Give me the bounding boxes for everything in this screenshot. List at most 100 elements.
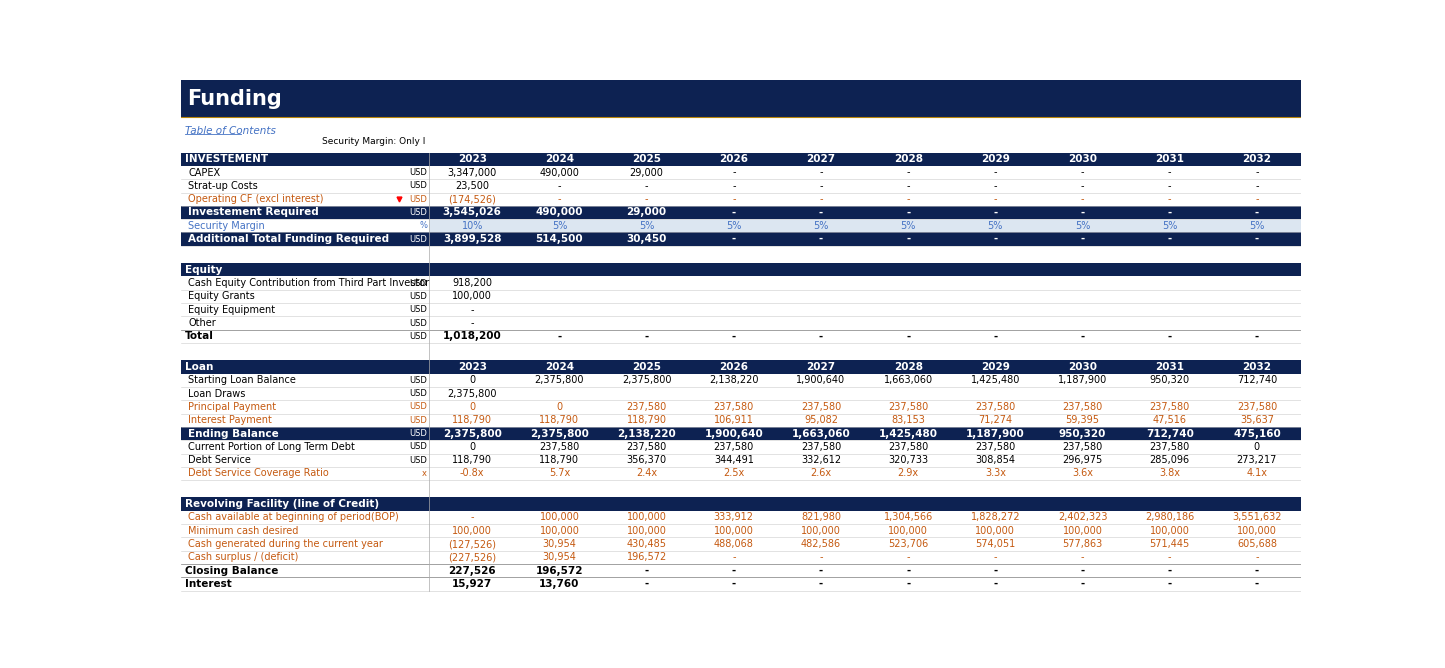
Text: -: - xyxy=(819,579,824,589)
Text: 118,790: 118,790 xyxy=(452,415,493,426)
Text: 308,854: 308,854 xyxy=(975,455,1016,465)
Text: -: - xyxy=(1081,331,1085,341)
Text: Security Margin: Only I: Security Margin: Only I xyxy=(322,137,425,146)
Text: 95,082: 95,082 xyxy=(803,415,838,426)
Text: 2,138,220: 2,138,220 xyxy=(617,429,676,438)
Text: 2024: 2024 xyxy=(545,154,574,164)
Text: -: - xyxy=(731,566,736,576)
Text: -: - xyxy=(1168,331,1172,341)
Text: 0: 0 xyxy=(1254,442,1260,452)
Text: 918,200: 918,200 xyxy=(452,278,493,288)
Text: 488,068: 488,068 xyxy=(714,539,754,549)
Text: Ending Balance: Ending Balance xyxy=(188,429,279,438)
Text: 196,572: 196,572 xyxy=(627,552,666,562)
Text: 237,580: 237,580 xyxy=(1062,402,1103,412)
Text: USD: USD xyxy=(409,168,428,177)
Text: 344,491: 344,491 xyxy=(714,455,754,465)
Text: 1,900,640: 1,900,640 xyxy=(796,375,845,385)
Text: 571,445: 571,445 xyxy=(1150,539,1189,549)
Text: 2,375,800: 2,375,800 xyxy=(442,429,501,438)
Text: (127,526): (127,526) xyxy=(448,539,496,549)
Text: -: - xyxy=(1256,168,1259,178)
Text: 100,000: 100,000 xyxy=(1062,526,1103,536)
Text: 523,706: 523,706 xyxy=(889,539,928,549)
Text: 2027: 2027 xyxy=(806,362,835,372)
Text: -: - xyxy=(994,552,997,562)
Text: 2,375,800: 2,375,800 xyxy=(621,375,672,385)
Text: -: - xyxy=(819,234,824,244)
Text: -: - xyxy=(993,331,997,341)
Bar xyxy=(181,373,1300,387)
Text: 2030: 2030 xyxy=(1068,362,1097,372)
Text: 490,000: 490,000 xyxy=(536,208,584,218)
Text: 13,760: 13,760 xyxy=(539,579,579,589)
Text: 2030: 2030 xyxy=(1068,154,1097,164)
Text: 1,663,060: 1,663,060 xyxy=(883,375,932,385)
Text: Security Margin: Security Margin xyxy=(188,221,264,231)
Text: -: - xyxy=(1081,579,1085,589)
Text: 1,187,900: 1,187,900 xyxy=(965,429,1025,438)
Text: 5%: 5% xyxy=(639,221,655,231)
Text: 2.5x: 2.5x xyxy=(722,468,744,478)
Text: -: - xyxy=(819,566,824,576)
Text: -: - xyxy=(819,181,822,191)
Text: -: - xyxy=(1081,168,1084,178)
Text: Loan Draws: Loan Draws xyxy=(188,389,246,399)
Text: 237,580: 237,580 xyxy=(539,442,579,452)
Text: 950,320: 950,320 xyxy=(1150,375,1189,385)
Text: 2.4x: 2.4x xyxy=(636,468,657,478)
Bar xyxy=(181,192,1300,206)
Text: Investement Required: Investement Required xyxy=(188,208,319,218)
Bar xyxy=(181,524,1300,537)
Text: -: - xyxy=(1254,566,1259,576)
Text: USD: USD xyxy=(409,181,428,190)
Text: 2031: 2031 xyxy=(1155,154,1185,164)
Bar xyxy=(181,360,1300,373)
Text: -: - xyxy=(733,552,736,562)
Text: 296,975: 296,975 xyxy=(1062,455,1103,465)
Text: Strat-up Costs: Strat-up Costs xyxy=(188,181,259,191)
Text: -: - xyxy=(1168,566,1172,576)
Bar xyxy=(181,480,1300,498)
Text: -: - xyxy=(994,194,997,204)
Text: 712,740: 712,740 xyxy=(1146,429,1194,438)
Text: -: - xyxy=(644,331,649,341)
Text: -: - xyxy=(1168,208,1172,218)
Text: -: - xyxy=(558,194,561,204)
Bar xyxy=(429,219,1300,232)
Text: 4.1x: 4.1x xyxy=(1247,468,1267,478)
Text: -: - xyxy=(1168,234,1172,244)
Text: Cash generated during the current year: Cash generated during the current year xyxy=(188,539,383,549)
Text: -: - xyxy=(471,512,474,522)
Text: 118,790: 118,790 xyxy=(539,415,579,426)
Text: -: - xyxy=(733,194,736,204)
Text: 100,000: 100,000 xyxy=(801,526,841,536)
Text: 0: 0 xyxy=(556,402,562,412)
Text: 100,000: 100,000 xyxy=(539,512,579,522)
Text: Debt Service Coverage Ratio: Debt Service Coverage Ratio xyxy=(188,468,329,478)
Text: 2024: 2024 xyxy=(545,362,574,372)
Text: -: - xyxy=(644,566,649,576)
Text: -: - xyxy=(993,234,997,244)
Text: -: - xyxy=(1254,579,1259,589)
Text: 29,000: 29,000 xyxy=(630,168,663,178)
Text: -: - xyxy=(731,579,736,589)
Bar xyxy=(181,317,1300,330)
Text: -: - xyxy=(644,579,649,589)
Text: CAPEX: CAPEX xyxy=(188,168,221,178)
Text: -: - xyxy=(819,208,824,218)
Bar xyxy=(181,413,1300,427)
Text: -: - xyxy=(994,168,997,178)
Text: 2023: 2023 xyxy=(458,154,487,164)
Text: 2,375,800: 2,375,800 xyxy=(448,389,497,399)
Text: 30,954: 30,954 xyxy=(542,552,577,562)
Text: 196,572: 196,572 xyxy=(536,566,584,576)
Bar xyxy=(181,152,1300,166)
Text: 2032: 2032 xyxy=(1243,362,1272,372)
Text: 2,402,323: 2,402,323 xyxy=(1058,512,1107,522)
Bar xyxy=(181,498,1300,511)
Text: -: - xyxy=(819,331,824,341)
Text: -: - xyxy=(906,181,910,191)
Text: 2028: 2028 xyxy=(893,362,923,372)
Text: 237,580: 237,580 xyxy=(714,402,754,412)
